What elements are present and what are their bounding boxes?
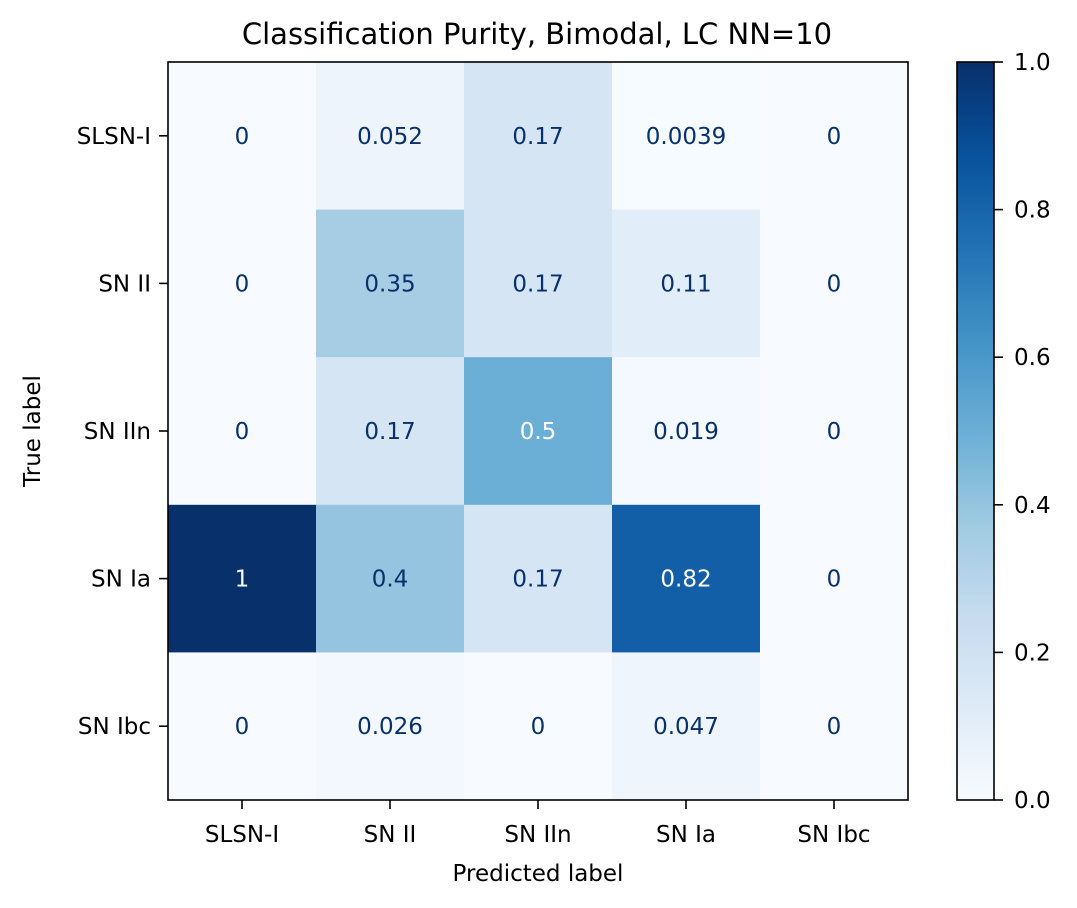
y-tick-label: SN IIn bbox=[84, 419, 151, 445]
cell-value-label: 0.0039 bbox=[646, 124, 726, 150]
colorbar bbox=[956, 61, 995, 801]
heatmap-cell bbox=[612, 652, 761, 801]
heatmap-cell bbox=[464, 652, 613, 801]
colorbar-tick-label: 0.0 bbox=[1014, 788, 1051, 814]
x-axis-label: Predicted label bbox=[453, 861, 624, 887]
cell-value-label: 0 bbox=[827, 714, 842, 740]
heatmap-cell bbox=[316, 209, 465, 358]
cell-value-label: 0.11 bbox=[660, 271, 711, 297]
colorbar-tick-label: 0.6 bbox=[1014, 345, 1051, 371]
x-tick-label: SN Ia bbox=[656, 822, 716, 848]
cell-value-label: 0 bbox=[235, 271, 250, 297]
cell-value-label: 0 bbox=[827, 419, 842, 445]
heatmap-cell bbox=[612, 209, 761, 358]
cell-value-label: 0 bbox=[235, 714, 250, 740]
cell-value-label: 0.17 bbox=[512, 124, 563, 150]
heatmap-cell bbox=[316, 62, 465, 211]
heatmap-cell bbox=[464, 209, 613, 358]
x-axis-ticks: SLSN-I SN II SN IIn SN Ia SN Ibc bbox=[205, 800, 871, 848]
colorbar-tick-label: 0.4 bbox=[1014, 493, 1051, 519]
cell-value-label: 0.17 bbox=[512, 567, 563, 593]
heatmap-cell bbox=[316, 357, 465, 506]
y-axis-label: True label bbox=[20, 375, 46, 488]
cell-value-label: 0.4 bbox=[372, 567, 409, 593]
heatmap-cell bbox=[464, 62, 613, 211]
cell-value-label: 0.17 bbox=[512, 271, 563, 297]
x-tick-label: SN II bbox=[364, 822, 417, 848]
cell-value-label: 0.82 bbox=[660, 567, 711, 593]
cell-value-label: 0.047 bbox=[653, 714, 719, 740]
heatmap-cell bbox=[760, 209, 909, 358]
heatmap-cell bbox=[168, 62, 317, 211]
colorbar-tick-label: 0.2 bbox=[1014, 640, 1051, 666]
heatmap-cell bbox=[464, 357, 613, 506]
x-tick-label: SLSN-I bbox=[205, 822, 279, 848]
heatmap-cell bbox=[168, 652, 317, 801]
colorbar-tick-label: 1.0 bbox=[1014, 50, 1051, 76]
y-tick-label: SLSN-I bbox=[77, 124, 151, 150]
heatmap-cell bbox=[612, 504, 761, 653]
heatmap-cell bbox=[168, 357, 317, 506]
cell-value-label: 0 bbox=[235, 419, 250, 445]
heatmap-cell bbox=[464, 504, 613, 653]
heatmap-cell bbox=[612, 357, 761, 506]
cell-value-label: 0.026 bbox=[357, 714, 423, 740]
heatmap-cell bbox=[612, 62, 761, 211]
heatmap-cell bbox=[316, 504, 465, 653]
cell-value-label: 0.35 bbox=[364, 271, 415, 297]
heatmap-cell bbox=[760, 357, 909, 506]
chart-title: Classification Purity, Bimodal, LC NN=10 bbox=[242, 17, 832, 51]
cell-value-label: 0 bbox=[827, 271, 842, 297]
heatmap-cell bbox=[760, 504, 909, 653]
heatmap-cell bbox=[760, 652, 909, 801]
y-tick-label: SN II bbox=[98, 271, 151, 297]
cell-value-label: 0.5 bbox=[520, 419, 557, 445]
heatmap-cell bbox=[316, 652, 465, 801]
cell-value-label: 0 bbox=[827, 567, 842, 593]
heatmap-cell bbox=[168, 504, 317, 653]
y-tick-label: SN Ia bbox=[91, 567, 151, 593]
colorbar-tick-label: 0.8 bbox=[1014, 198, 1051, 224]
cell-value-label: 0.019 bbox=[653, 419, 719, 445]
cell-value-label: 0.17 bbox=[364, 419, 415, 445]
x-tick-label: SN Ibc bbox=[797, 822, 870, 848]
y-axis-ticks: SLSN-I SN II SN IIn SN Ia SN Ibc bbox=[77, 124, 168, 740]
heatmap-cells: 0 0.052 0.17 0.0039 0 0 0.35 0.17 0.11 0 0 0.17 0.5 0… bbox=[168, 62, 909, 801]
heatmap-cell bbox=[168, 209, 317, 358]
cell-value-label: 0.052 bbox=[357, 124, 423, 150]
cell-value-label: 0 bbox=[235, 124, 250, 150]
colorbar-ticks: 0.0 0.2 0.4 0.6 0.8 1.0 bbox=[994, 50, 1051, 814]
y-tick-label: SN Ibc bbox=[78, 714, 151, 740]
x-tick-label: SN IIn bbox=[504, 822, 571, 848]
cell-value-label: 0 bbox=[531, 714, 546, 740]
cell-value-label: 0 bbox=[827, 124, 842, 150]
heatmap-cell bbox=[760, 62, 909, 211]
cell-value-label: 1 bbox=[235, 567, 250, 593]
